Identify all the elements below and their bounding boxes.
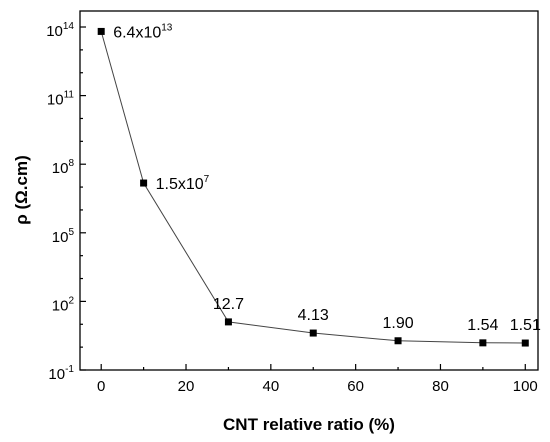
- data-label-layer: 6.4x1013 1.5x107 12.7 4.13 1.90 1.54 1.51: [113, 22, 541, 334]
- data-label: 1.5x107: [156, 174, 210, 193]
- data-point: [479, 339, 487, 347]
- data-point: [140, 179, 148, 187]
- data-label: 1.54: [467, 317, 498, 334]
- data-label: 1.51: [510, 317, 541, 334]
- y-tick-label: 1014: [46, 21, 74, 40]
- data-point: [309, 329, 317, 337]
- x-tick-label: 100: [513, 378, 538, 395]
- data-label: 1.90: [382, 315, 413, 332]
- y-tick-label: 108: [52, 158, 75, 177]
- y-axis-title: ρ (Ω.cm): [12, 155, 31, 225]
- data-label: 6.4x1013: [113, 22, 173, 41]
- data-point: [97, 27, 105, 35]
- data-point: [394, 337, 402, 345]
- x-tick-label: 0: [97, 378, 105, 395]
- plot-frame: [79, 10, 539, 371]
- data-label: 12.7: [213, 296, 244, 313]
- y-tick-label: 102: [52, 295, 75, 314]
- x-axis-title: CNT relative ratio (%): [223, 415, 395, 434]
- y-tick-label: 1011: [47, 90, 75, 109]
- x-tick-label: 60: [347, 378, 364, 395]
- x-axis: 0 20 40 60 80 100: [97, 364, 538, 395]
- x-tick-label: 20: [178, 378, 195, 395]
- series-layer: [97, 27, 529, 347]
- y-tick-label: 105: [52, 227, 75, 246]
- x-tick-label: 40: [262, 378, 279, 395]
- data-point: [521, 339, 529, 347]
- x-tick-label: 80: [432, 378, 449, 395]
- y-tick-label: 10-1: [48, 364, 74, 383]
- data-point: [224, 318, 232, 326]
- data-label: 4.13: [298, 307, 329, 324]
- y-axis: 10-1 102 105 108 1011 1014: [46, 21, 86, 383]
- plot-area: [79, 10, 539, 371]
